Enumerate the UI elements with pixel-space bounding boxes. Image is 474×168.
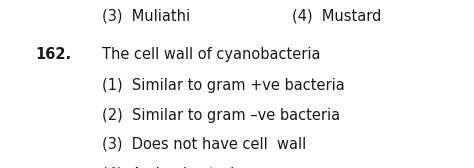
Text: (2)  Similar to gram –ve bacteria: (2) Similar to gram –ve bacteria <box>102 108 340 122</box>
Text: (4)  Mustard: (4) Mustard <box>292 8 381 23</box>
Text: (4)  Archaebacteria: (4) Archaebacteria <box>102 166 243 168</box>
Text: (3)  Does not have cell  wall: (3) Does not have cell wall <box>102 137 306 152</box>
Text: (3)  Muliathi: (3) Muliathi <box>102 8 190 23</box>
Text: 162.: 162. <box>36 47 72 62</box>
Text: The cell wall of cyanobacteria: The cell wall of cyanobacteria <box>102 47 320 62</box>
Text: (1)  Similar to gram +ve bacteria: (1) Similar to gram +ve bacteria <box>102 78 345 93</box>
